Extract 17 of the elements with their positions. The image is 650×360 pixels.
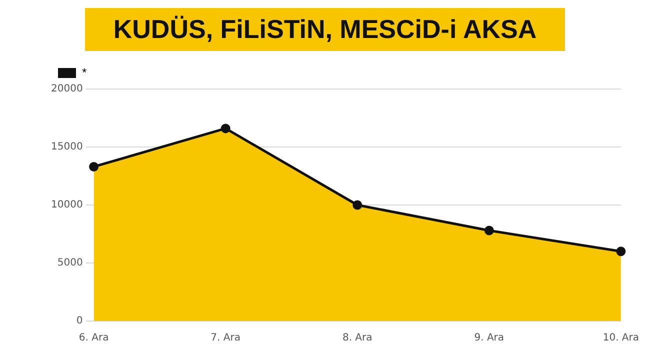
legend-label: * xyxy=(82,65,87,80)
x-tick-label: 10. Ara xyxy=(602,332,640,344)
y-tick-label: 20000 xyxy=(51,84,83,95)
x-tick-label: 7. Ara xyxy=(210,332,240,344)
x-tick-label: 8. Ara xyxy=(342,332,372,344)
point xyxy=(89,162,99,172)
x-tick-label: 6. Ara xyxy=(78,332,109,344)
point xyxy=(616,246,626,256)
point xyxy=(352,200,362,210)
y-tick-label: 5000 xyxy=(57,258,83,269)
chart-title: KUDÜS, FiLiSTiN, MESCiD-i AKSA xyxy=(85,8,565,51)
point xyxy=(484,226,494,236)
y-tick-label: 10000 xyxy=(51,200,83,211)
y-tick-label: 15000 xyxy=(51,142,83,153)
point xyxy=(220,124,230,134)
x-tick-label: 9. Ara xyxy=(474,332,504,344)
y-tick-label: 0 xyxy=(76,316,83,327)
